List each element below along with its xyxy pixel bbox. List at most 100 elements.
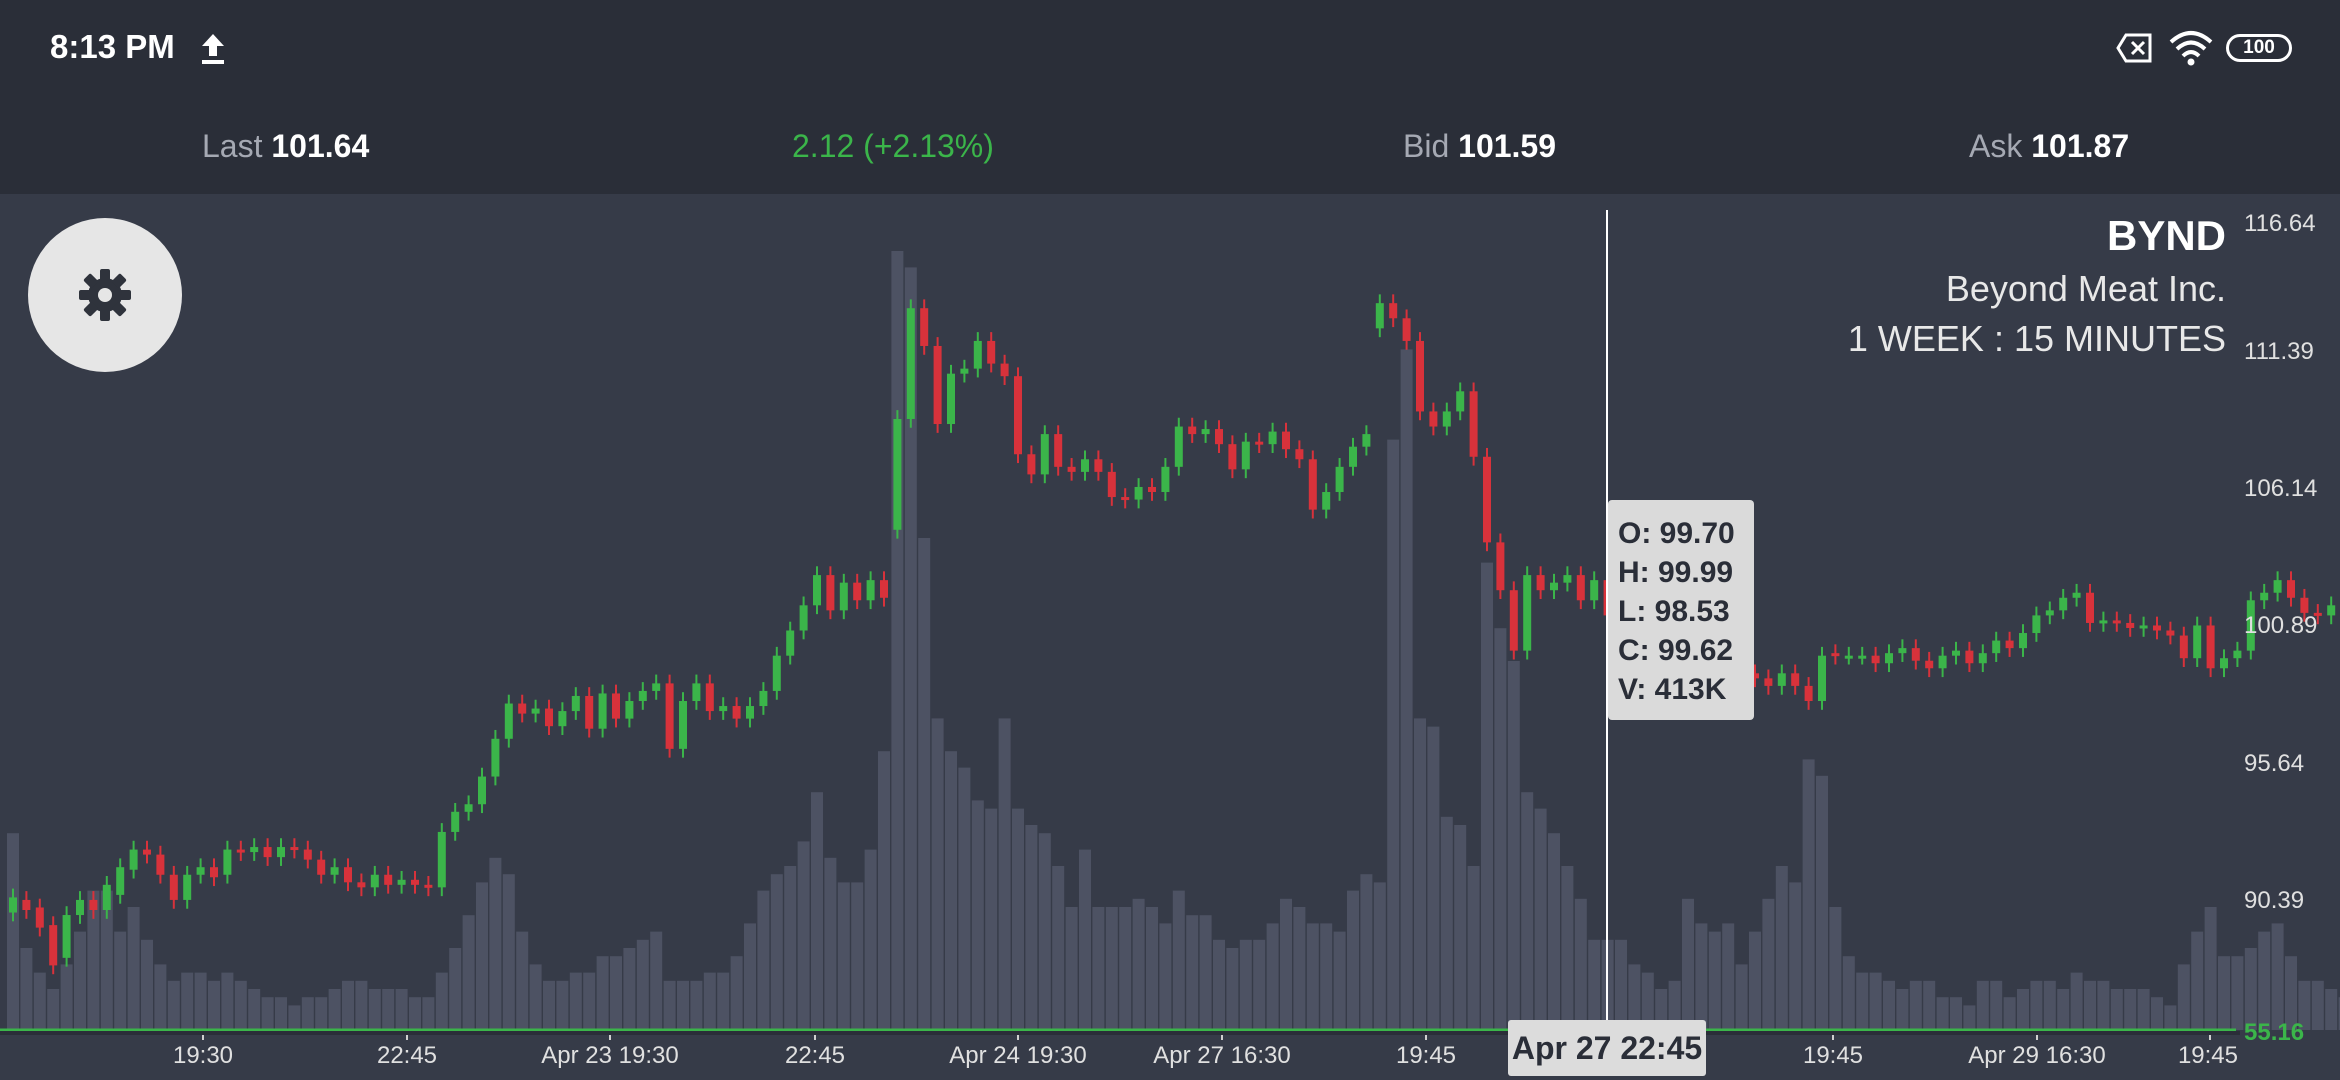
candle [545, 708, 553, 727]
candle [839, 582, 848, 611]
volume-bar [1347, 890, 1359, 1030]
candle [1563, 575, 1572, 583]
candle [705, 683, 714, 712]
volume-bar [7, 833, 19, 1030]
y-tick-label: 106.14 [2244, 475, 2317, 502]
y-tick-label: 90.39 [2244, 887, 2304, 914]
volume-bar [1199, 915, 1212, 1030]
candle [183, 874, 192, 900]
ask-label: Ask [1969, 128, 2023, 164]
volume-bar [87, 890, 100, 1030]
volume-bar [1628, 964, 1641, 1030]
volume-bar [878, 751, 890, 1030]
candle [585, 695, 594, 729]
candle [1751, 673, 1759, 679]
candle [772, 655, 781, 691]
candle [665, 683, 674, 749]
candle [129, 849, 138, 870]
candle [330, 867, 339, 875]
volume-bar [971, 800, 984, 1030]
x-tick-label: Apr 24 19:30 [949, 1042, 1086, 1069]
candle [558, 711, 567, 727]
volume-bar [663, 980, 676, 1030]
volume-bar [1695, 923, 1708, 1030]
volume-bar [2191, 931, 2204, 1030]
candle [1831, 653, 1840, 657]
volume-bar [489, 857, 502, 1030]
candle [759, 690, 768, 707]
volume-bar [1655, 989, 1668, 1030]
candle [1550, 582, 1558, 591]
volume-bar [1534, 808, 1547, 1030]
candle [571, 695, 580, 712]
volume-bar [958, 767, 971, 1030]
volume-bar [1440, 816, 1453, 1030]
candle [719, 706, 728, 712]
volume-bar [1253, 939, 1266, 1030]
candle [317, 859, 326, 875]
candle [143, 849, 151, 855]
candle [2139, 625, 2148, 629]
volume-bar [2084, 980, 2096, 1030]
volume-bar [904, 267, 917, 1030]
volume-bar [1936, 997, 1949, 1030]
candle [102, 884, 111, 910]
volume-bar [543, 980, 555, 1030]
candle [1992, 640, 2001, 654]
candle [2072, 592, 2081, 598]
candle [906, 308, 915, 419]
candle [370, 874, 379, 888]
volume-bar [891, 251, 904, 1030]
volume-bar [730, 956, 743, 1030]
settings-button[interactable] [28, 218, 182, 372]
candle [1871, 655, 1880, 664]
volume-bar [2057, 989, 2070, 1030]
candle [1576, 575, 1585, 601]
candle [2059, 597, 2068, 611]
candle [1442, 411, 1451, 427]
candle [1375, 303, 1384, 329]
x-tick-label: 22:45 [377, 1042, 437, 1069]
candle [62, 915, 71, 958]
candle [1148, 486, 1156, 493]
candle [250, 847, 259, 853]
bid-value: 101.59 [1458, 128, 1557, 164]
y-tick-label: 111.39 [2244, 338, 2314, 365]
price-change: 2.12 (+2.13%) [792, 128, 994, 164]
candle [1188, 426, 1197, 435]
volume-bar [1789, 882, 1802, 1030]
candle [411, 879, 419, 885]
candle [1282, 431, 1290, 450]
candle [1107, 471, 1116, 498]
chart-period[interactable]: 1 WEEK : 15 MINUTES [1847, 318, 2226, 359]
candle [1965, 650, 1974, 664]
volume-bar [1708, 931, 1721, 1030]
volume-bar [1494, 628, 1507, 1030]
y-tick-label: 55.16 [2244, 1019, 2304, 1046]
volume-bar [2164, 1005, 2177, 1030]
candle [1054, 434, 1063, 467]
candlestick-chart[interactable]: 116.64111.39106.14100.8995.6490.3955.16 … [0, 194, 2340, 1080]
battery-icon: 100 [2226, 34, 2292, 62]
candle [196, 867, 205, 875]
volume-bar [409, 997, 421, 1030]
volume-bar [2231, 956, 2244, 1030]
volume-bar [1387, 439, 1400, 1031]
candle [2045, 610, 2054, 616]
volume-bar [677, 980, 689, 1030]
candle [2153, 625, 2161, 631]
volume-bar [100, 890, 113, 1030]
volume-bar [1239, 939, 1252, 1030]
volume-bar [1280, 898, 1292, 1030]
candle [1201, 429, 1210, 435]
volume-bar [1105, 907, 1118, 1030]
candle [933, 345, 942, 425]
candle [397, 879, 406, 885]
candle [732, 706, 741, 719]
volume-bar [181, 972, 194, 1030]
volume-bar [261, 997, 274, 1030]
volume-bar [1052, 866, 1065, 1030]
volume-bar [998, 718, 1011, 1030]
volume-bar [1012, 808, 1024, 1030]
candle [1764, 678, 1773, 686]
